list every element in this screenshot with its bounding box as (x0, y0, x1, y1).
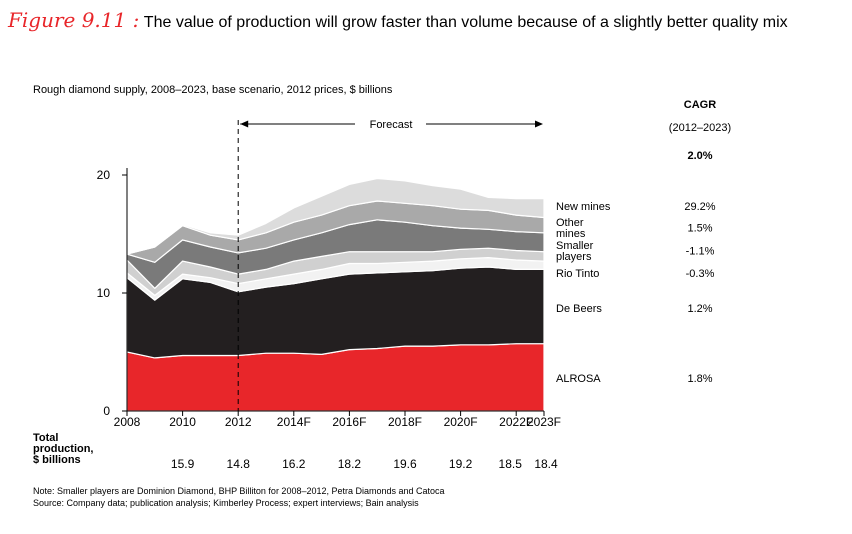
x-tick-label: 2010 (169, 415, 196, 429)
total-value: 18.2 (338, 457, 362, 471)
source-text: Source: Company data; publication analys… (33, 498, 419, 508)
y-tick-label: 20 (97, 168, 111, 182)
x-tick-label: 2016F (332, 415, 366, 429)
total-value: 19.2 (449, 457, 473, 471)
x-tick-label: 2014F (277, 415, 311, 429)
series-label: New mines (556, 201, 611, 213)
stacked-areas (126, 177, 545, 412)
x-tick-label: 2022F (499, 415, 533, 429)
series-cagr: -0.3% (686, 268, 715, 280)
series-area-unlabeled (126, 177, 545, 255)
series-label: mines (556, 228, 586, 240)
total-value: 14.8 (227, 457, 251, 471)
x-tick-label: 2008 (114, 415, 141, 429)
figure-title: Figure 9.11 : The value of production wi… (8, 8, 788, 32)
total-value: 16.2 (282, 457, 306, 471)
series-label: players (556, 251, 592, 263)
forecast-label: Forecast (370, 119, 413, 131)
series-cagr: -1.1% (686, 246, 715, 258)
total-value: 18.5 (499, 457, 523, 471)
forecast-arrowhead-right (535, 120, 543, 128)
y-tick-label: 0 (103, 404, 110, 418)
y-tick-label: 10 (97, 286, 111, 300)
series-label: ALROSA (556, 373, 601, 385)
series-cagr: 1.5% (687, 223, 712, 235)
figure-label: Figure 9.11 : (8, 8, 140, 32)
cagr-period: (2012–2023) (669, 122, 731, 134)
totals-row-label: production, (33, 443, 94, 455)
cagr-total: 2.0% (687, 150, 712, 162)
series-cagr: 1.8% (687, 373, 712, 385)
series-cagr: 1.2% (687, 303, 712, 315)
figure-title-text: The value of production will grow faster… (143, 14, 788, 31)
total-value: 15.9 (171, 457, 195, 471)
series-label: De Beers (556, 303, 602, 315)
x-tick-label: 2018F (388, 415, 422, 429)
total-value: 19.6 (393, 457, 417, 471)
total-value: 18.4 (534, 457, 558, 471)
x-tick-label: 2023F (527, 415, 561, 429)
series-label: Rio Tinto (556, 268, 599, 280)
chart-subtitle: Rough diamond supply, 2008–2023, base sc… (33, 84, 393, 96)
series-area-de-beers (126, 266, 545, 359)
series-cagr: 29.2% (684, 201, 715, 213)
x-tick-label: 2012 (225, 415, 252, 429)
series-label: Other (556, 217, 584, 229)
forecast-arrowhead-left (240, 120, 249, 128)
series-label: Smaller (556, 240, 594, 252)
note-text: Note: Smaller players are Dominion Diamo… (33, 486, 445, 496)
cagr-header: CAGR (684, 99, 716, 111)
x-tick-label: 2020F (444, 415, 478, 429)
axes: 0 10 20 2008 2010 2012 2014F 2016F 2018F 2020F 202… (97, 120, 561, 429)
chart-labels: Forecast ALROSA 1.8% De Beers 1.2% Rio Tinto -… (33, 99, 731, 471)
totals-row-label: $ billions (33, 454, 81, 466)
totals-row-label: Total (33, 432, 58, 444)
